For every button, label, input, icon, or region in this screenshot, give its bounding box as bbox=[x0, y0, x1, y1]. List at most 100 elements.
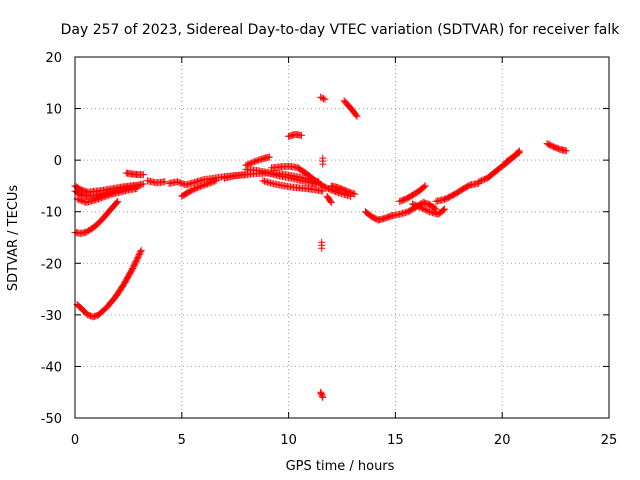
data-point bbox=[256, 156, 264, 164]
data-point bbox=[139, 171, 147, 179]
data-point bbox=[319, 95, 327, 103]
y-axis-label: SDTVAR / TECUs bbox=[6, 185, 21, 292]
y-tick-label: -20 bbox=[41, 257, 62, 272]
data-point bbox=[411, 201, 419, 209]
data-point bbox=[243, 161, 251, 169]
data-point bbox=[319, 160, 327, 168]
data-point bbox=[514, 149, 522, 157]
data-point bbox=[250, 158, 258, 166]
data-point bbox=[96, 194, 104, 202]
data-point bbox=[77, 197, 85, 205]
data-point bbox=[408, 200, 416, 208]
data-point bbox=[245, 160, 253, 168]
chart-title: Day 257 of 2023, Sidereal Day-to-day VTE… bbox=[61, 22, 621, 38]
data-point bbox=[90, 196, 98, 204]
data-point bbox=[431, 204, 439, 212]
x-tick-label: 0 bbox=[71, 433, 79, 448]
data-point bbox=[102, 192, 110, 200]
data-point bbox=[417, 204, 425, 212]
data-point bbox=[265, 153, 273, 161]
data-point bbox=[209, 178, 217, 186]
data-point bbox=[253, 157, 261, 165]
data-point bbox=[321, 95, 329, 103]
y-tick-labels: -50 -40 -30 -20 -10 0 10 20 bbox=[41, 51, 62, 427]
data-point bbox=[198, 182, 206, 190]
data-point bbox=[423, 206, 431, 214]
data-point bbox=[97, 194, 105, 202]
y-tick-label: 10 bbox=[45, 103, 62, 118]
data-point bbox=[249, 158, 257, 166]
data-point bbox=[318, 94, 326, 102]
data-point bbox=[103, 192, 111, 200]
data-point bbox=[318, 244, 326, 252]
data-point bbox=[420, 183, 428, 191]
data-point bbox=[114, 197, 122, 205]
plot-frame bbox=[74, 56, 610, 419]
data-point bbox=[413, 202, 421, 210]
data-point bbox=[424, 207, 432, 215]
data-point bbox=[178, 179, 186, 187]
data-point bbox=[99, 193, 107, 201]
data-point bbox=[106, 191, 114, 199]
data-point bbox=[93, 195, 101, 203]
y-tick-label: -50 bbox=[41, 412, 62, 427]
data-point bbox=[206, 179, 214, 187]
data-point bbox=[353, 112, 361, 120]
data-point bbox=[208, 178, 216, 186]
data-point bbox=[480, 175, 488, 183]
data-point bbox=[242, 161, 250, 169]
data-point bbox=[255, 156, 263, 164]
data-point bbox=[418, 204, 426, 212]
data-point bbox=[201, 181, 209, 189]
data-point bbox=[318, 238, 326, 246]
data-point bbox=[319, 154, 327, 162]
y-tick-label: -30 bbox=[41, 309, 62, 324]
data-point bbox=[348, 189, 356, 197]
data-point bbox=[351, 190, 359, 198]
data-point bbox=[352, 111, 360, 119]
data-point bbox=[441, 205, 449, 213]
data-point bbox=[326, 197, 334, 205]
data-point bbox=[410, 201, 418, 209]
data-point bbox=[205, 179, 213, 187]
data-point bbox=[211, 177, 219, 185]
data-point bbox=[75, 195, 83, 203]
x-tick-label: 25 bbox=[601, 433, 618, 448]
data-point bbox=[421, 182, 429, 190]
data-point bbox=[104, 191, 112, 199]
data-point bbox=[334, 189, 342, 197]
data-point bbox=[317, 93, 325, 101]
data-point bbox=[319, 393, 327, 401]
data-point bbox=[562, 147, 570, 155]
axis-ticks bbox=[74, 56, 610, 419]
y-tick-label: -40 bbox=[41, 360, 62, 375]
data-point bbox=[203, 180, 211, 188]
data-point bbox=[349, 190, 357, 198]
data-point bbox=[416, 203, 424, 211]
data-point bbox=[476, 177, 484, 185]
y-tick-label: 20 bbox=[45, 51, 62, 66]
data-point bbox=[79, 197, 87, 205]
data-point bbox=[191, 185, 199, 193]
data-point bbox=[188, 186, 196, 194]
data-point bbox=[199, 181, 207, 189]
data-point bbox=[196, 182, 204, 190]
data-point bbox=[176, 179, 184, 187]
data-point bbox=[515, 148, 523, 156]
data-point bbox=[248, 159, 256, 167]
data-point bbox=[139, 180, 147, 188]
data-point bbox=[478, 177, 486, 185]
data-point bbox=[333, 188, 341, 196]
data-point bbox=[195, 183, 203, 191]
data-point bbox=[189, 186, 197, 194]
x-tick-labels: 0 5 10 15 20 25 bbox=[71, 433, 617, 448]
data-point bbox=[297, 131, 305, 139]
data-point bbox=[475, 178, 483, 186]
data-point bbox=[76, 196, 84, 204]
x-axis-label: GPS time / hours bbox=[286, 459, 395, 474]
data-point bbox=[420, 205, 428, 213]
data-point bbox=[319, 182, 327, 190]
data-point bbox=[246, 159, 254, 167]
data-point bbox=[439, 206, 447, 214]
